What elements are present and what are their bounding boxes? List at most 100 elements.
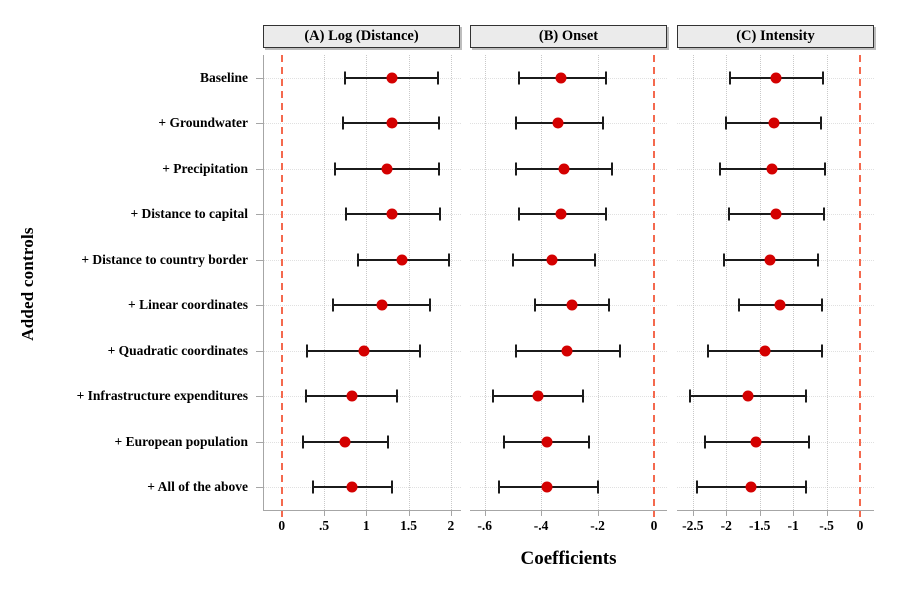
ci-cap-right	[820, 344, 823, 358]
panel-header: (C) Intensity	[677, 25, 874, 48]
ci-cap-right	[607, 298, 610, 312]
ci-cap-left	[514, 116, 517, 130]
coefficient-point	[346, 481, 358, 493]
x-tick-label: -.5	[819, 518, 834, 533]
category-label: + Quadratic coordinates	[107, 342, 248, 358]
ci-cap-left	[718, 162, 721, 176]
grid-line	[408, 55, 410, 510]
category-label: + Infrastructure expenditures	[76, 388, 248, 404]
category-label: + Linear coordinates	[128, 297, 248, 313]
coefficient-point	[396, 254, 408, 266]
zero-reference-line	[859, 55, 862, 517]
ci-cap-right	[593, 253, 596, 267]
ci-cap-right	[390, 480, 393, 494]
category-tick	[256, 77, 264, 79]
coefficient-point	[358, 345, 370, 357]
y-axis-title: Added controls	[18, 227, 37, 341]
ci-cap-right	[605, 71, 608, 85]
x-tick-label: 1	[362, 518, 370, 533]
category-tick	[256, 214, 264, 216]
grid-line	[793, 55, 795, 510]
coefficient-point	[381, 163, 393, 175]
ci-cap-right	[804, 480, 807, 494]
coefficient-point	[555, 72, 567, 84]
grid-line	[692, 55, 694, 510]
coefficient-point	[566, 299, 578, 311]
grid-line	[541, 55, 543, 510]
x-tick-label: .5	[318, 518, 330, 533]
x-tick-label: -1.5	[748, 518, 771, 533]
ci-cap-right	[820, 298, 823, 312]
ci-cap-left	[344, 71, 347, 85]
ci-cap-right	[437, 71, 440, 85]
x-axis-tick	[726, 510, 728, 516]
category-label: + Distance to country border	[81, 251, 248, 267]
ci-cap-left	[725, 116, 728, 130]
ci-cap-left	[695, 480, 698, 494]
x-tick-label: 0	[650, 518, 658, 533]
x-axis-tick	[692, 510, 694, 516]
coefficient-point	[532, 390, 544, 402]
ci-cap-right	[596, 480, 599, 494]
panel-plot-area: -2.5 -2 -1.5 -1 -.5 0	[677, 55, 874, 533]
ci-cap-left	[517, 71, 520, 85]
ci-cap-right	[438, 162, 441, 176]
coefficient-point	[339, 436, 351, 448]
coefficient-point	[742, 390, 754, 402]
coefficient-point	[346, 390, 358, 402]
category-label: + European population	[114, 433, 249, 449]
x-tick-label: 1.5	[400, 518, 418, 533]
zero-reference-line	[653, 55, 656, 517]
ci-cap-right	[619, 344, 622, 358]
ci-cap-left	[356, 253, 359, 267]
category-label: Baseline	[199, 69, 248, 85]
ci-cap-right	[582, 389, 585, 403]
ci-cap-right	[816, 253, 819, 267]
grid-line	[759, 55, 761, 510]
x-tick-label: 0	[856, 518, 864, 533]
ci-cap-left	[497, 480, 500, 494]
x-axis-tick	[826, 510, 828, 516]
ci-cap-right	[822, 207, 825, 221]
coefficient-point	[386, 208, 398, 220]
coefficient-point	[759, 345, 771, 357]
x-axis-tick	[793, 510, 795, 516]
category-tick	[256, 396, 264, 398]
grid-line	[826, 55, 828, 510]
category-tick	[256, 305, 264, 307]
x-axis-tick	[541, 510, 543, 516]
coefficient-point	[766, 163, 778, 175]
panel-intensity: (C) Intensity -2.5 -2 -1.5 -1 -.5 0	[677, 25, 874, 533]
category-axis: Baseline + Groundwater + Precipitation + Di…	[40, 55, 252, 510]
x-tick-label: -2	[720, 518, 732, 533]
coefficient-point	[541, 436, 553, 448]
coefficient-point	[764, 254, 776, 266]
category-tick	[256, 123, 264, 125]
ci-cap-left	[737, 298, 740, 312]
category-tick	[256, 487, 264, 489]
category-label: + Groundwater	[158, 115, 248, 131]
ci-cap-left	[334, 162, 337, 176]
coefficient-point	[745, 481, 757, 493]
ci-cap-right	[821, 71, 824, 85]
ci-cap-left	[534, 298, 537, 312]
coefficient-point	[774, 299, 786, 311]
panel-log-distance: (A) Log (Distance) 0 .5 1 1.5 2	[256, 25, 461, 533]
x-axis-tick	[324, 510, 326, 516]
ci-cap-left	[729, 71, 732, 85]
ci-cap-left	[342, 116, 345, 130]
ci-cap-right	[819, 116, 822, 130]
x-axis-tick	[366, 510, 368, 516]
x-axis-tick	[759, 510, 761, 516]
grid-line	[324, 55, 326, 510]
x-axis-tick	[408, 510, 410, 516]
x-axis-tick	[450, 510, 452, 516]
panel-header: (B) Onset	[470, 25, 667, 48]
coefficient-point	[552, 117, 564, 129]
ci-cap-right	[824, 162, 827, 176]
ci-cap-right	[602, 116, 605, 130]
grid-line	[726, 55, 728, 510]
ci-cap-right	[438, 116, 441, 130]
coefficient-point	[561, 345, 573, 357]
